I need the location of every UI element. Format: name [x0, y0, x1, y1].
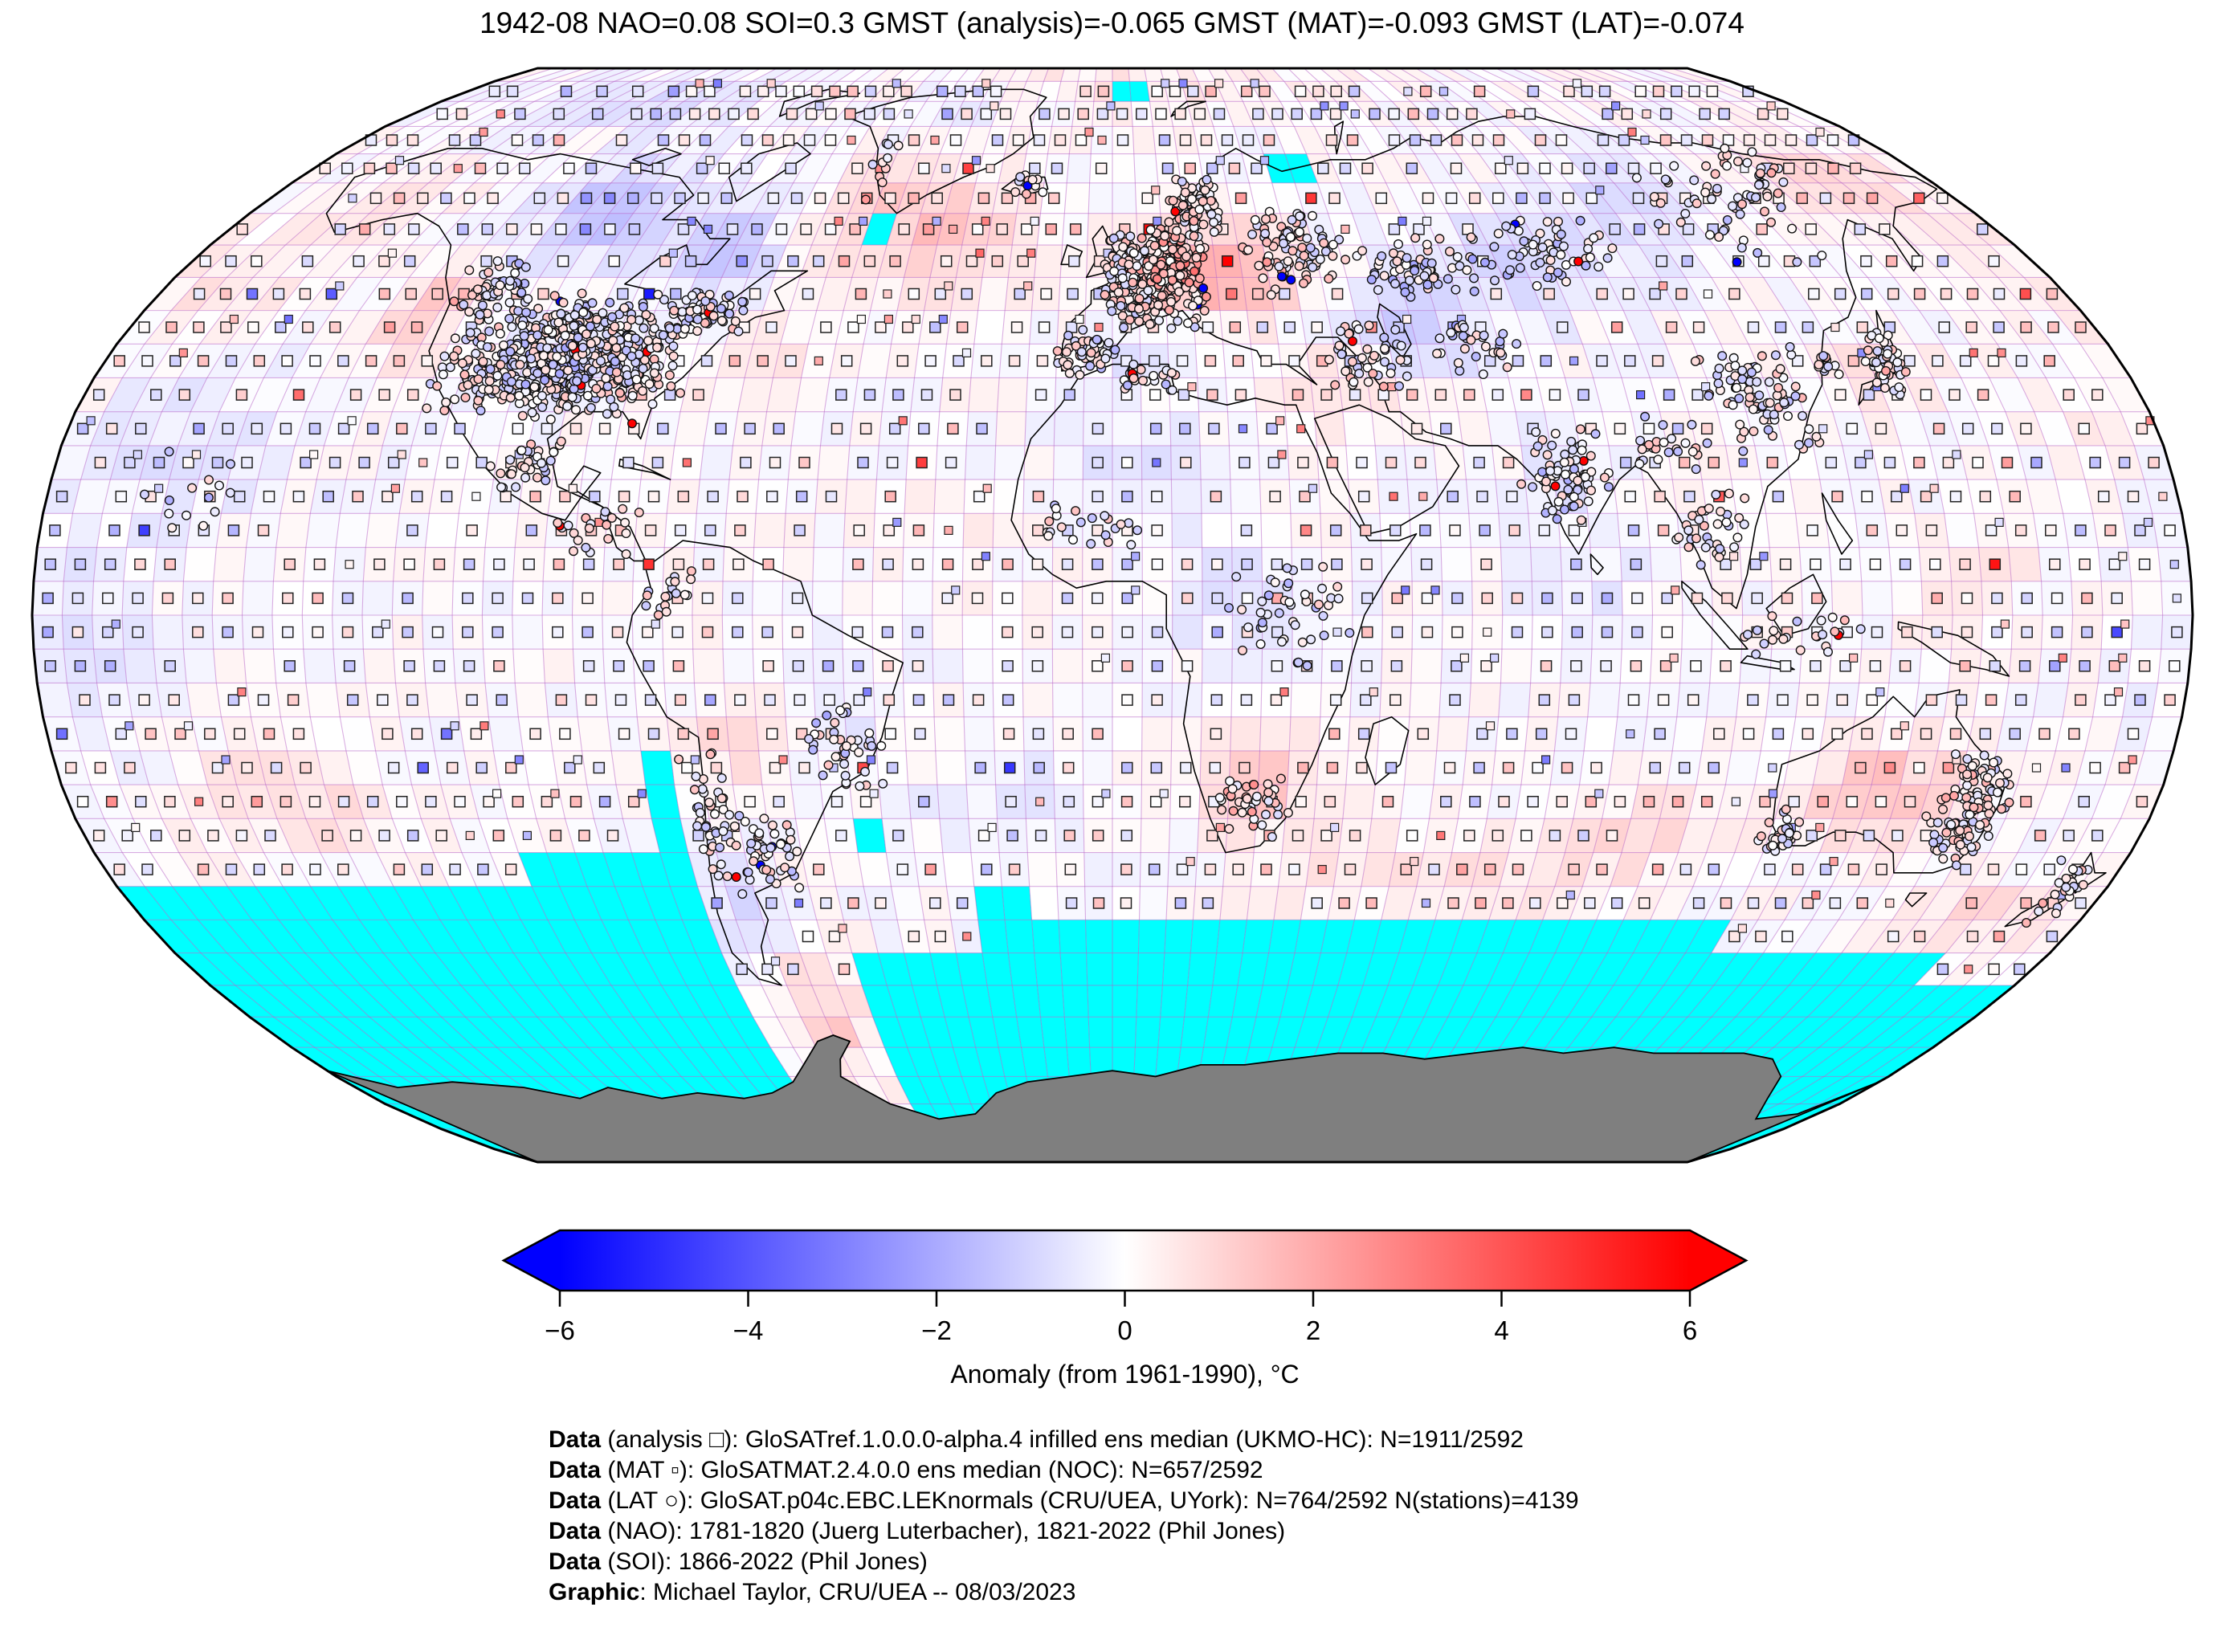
map-outline — [31, 67, 2194, 1164]
colorbar-tick-label: −2 — [921, 1315, 952, 1345]
colorbar-tick-label: −4 — [733, 1315, 764, 1345]
colorbar: −6 −4 −2 0 2 4 6 Anomaly (from 1961-1990… — [501, 1229, 1749, 1389]
annotation-line: Data (analysis □): GloSATref.1.0.0.0-alp… — [549, 1426, 1524, 1453]
world-map — [31, 67, 2194, 1164]
annotation-line: Graphic: Michael Taylor, CRU/UEA -- 08/0… — [549, 1579, 1076, 1605]
annotation-line: Data (SOI): 1866-2022 (Phil Jones) — [549, 1548, 928, 1575]
figure-title: 1942-08 NAO=0.08 SOI=0.3 GMST (analysis)… — [479, 6, 1745, 39]
annotation-line: Data (NAO): 1781-1820 (Juerg Luterbacher… — [549, 1518, 1286, 1544]
colorbar-tick-label: 4 — [1494, 1315, 1508, 1345]
colorbar-bar — [501, 1229, 1749, 1292]
antarctica — [327, 1034, 1879, 1163]
colorbar-tick-label: 0 — [1117, 1315, 1132, 1345]
annotation-block: Data (analysis □): GloSATref.1.0.0.0-alp… — [549, 1425, 1579, 1608]
colorbar-ticks — [558, 1291, 1691, 1307]
colorbar-tick-label: 2 — [1306, 1315, 1320, 1345]
annotation-line: Data (MAT ▫): GloSATMAT.2.4.0.0 ens medi… — [549, 1457, 1263, 1483]
colorbar-tick-label: −6 — [545, 1315, 575, 1345]
colorbar-tick-label: 6 — [1683, 1315, 1697, 1345]
colorbar-axis-label: Anomaly (from 1961-1990), °C — [950, 1360, 1299, 1389]
station-markers — [139, 138, 2093, 928]
annotation-line: Data (LAT ○): GloSAT.p04c.EBC.LEKnormals… — [549, 1487, 1579, 1514]
